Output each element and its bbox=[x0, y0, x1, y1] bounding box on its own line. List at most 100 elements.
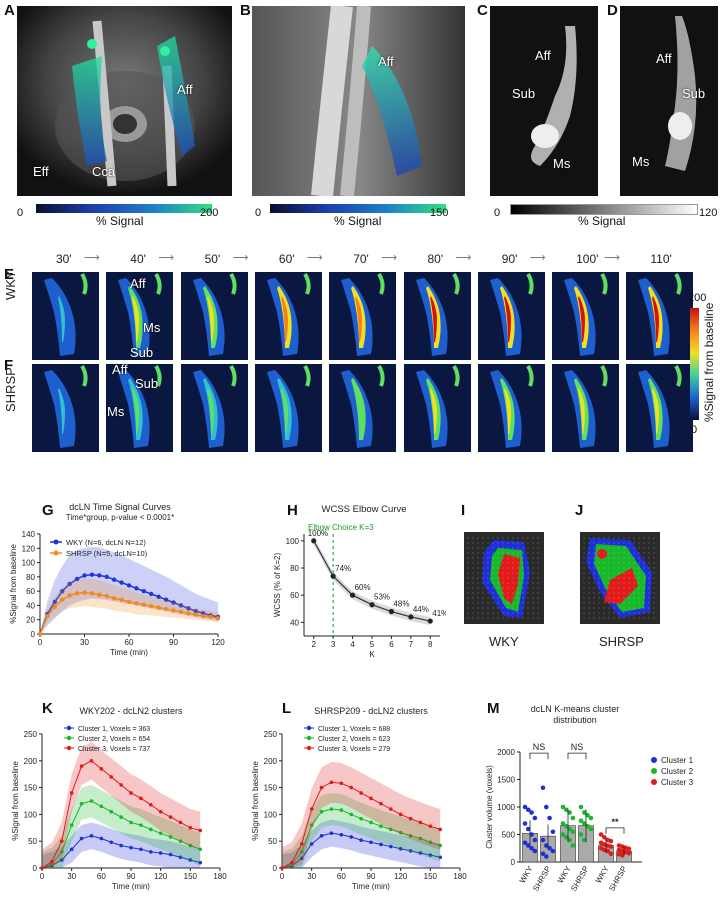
scatter-point bbox=[578, 804, 584, 810]
data-point bbox=[188, 826, 193, 830]
label-aff-c: Aff bbox=[535, 48, 551, 63]
voxel-dot bbox=[643, 617, 645, 619]
voxel-dot bbox=[603, 537, 605, 539]
voxel-dot bbox=[527, 602, 529, 604]
scatter-point bbox=[582, 810, 587, 815]
data-point bbox=[359, 791, 363, 795]
data-point bbox=[60, 588, 65, 594]
voxel-dot bbox=[472, 602, 474, 604]
voxel-dot bbox=[517, 592, 519, 594]
voxel-dot bbox=[628, 597, 630, 599]
legend-label: Cluster 3, Voxels = 737 bbox=[78, 746, 150, 753]
voxel-dot bbox=[598, 562, 600, 564]
panel-letter-j: J bbox=[575, 502, 584, 519]
data-point bbox=[359, 838, 363, 842]
data-point bbox=[37, 631, 43, 637]
data-point bbox=[126, 583, 132, 588]
y-tick-label: 2000 bbox=[497, 748, 515, 757]
voxel-dot bbox=[517, 562, 519, 564]
scatter-point bbox=[532, 848, 538, 854]
voxel-dot bbox=[638, 582, 640, 584]
point-label: 74% bbox=[335, 564, 351, 573]
time-label: 70' bbox=[353, 252, 369, 266]
thumbnail-shrsp bbox=[254, 364, 322, 452]
thumbnail-shrsp bbox=[552, 364, 620, 452]
data-point bbox=[198, 860, 203, 865]
voxel-dot bbox=[593, 537, 595, 539]
series-band bbox=[42, 784, 201, 868]
voxel-dot bbox=[502, 587, 504, 589]
voxel-dot bbox=[628, 572, 630, 574]
colorbar-ef-title: %Signal from baseline bbox=[702, 302, 716, 422]
voxel-dot bbox=[482, 617, 484, 619]
voxel-dot bbox=[608, 587, 610, 589]
voxel-dot bbox=[613, 592, 615, 594]
voxel-dot bbox=[598, 602, 600, 604]
lymph-node-core bbox=[206, 388, 214, 434]
voxel-dot bbox=[472, 552, 474, 554]
thumbnail-shrsp bbox=[403, 364, 471, 452]
voxel-dot bbox=[482, 607, 484, 609]
voxel-dot bbox=[593, 562, 595, 564]
chart-g: 0 30 60 90 120 0 20 40 60 80 100 120 140 Time (min) %S… bbox=[9, 502, 225, 657]
voxel-dot bbox=[512, 587, 514, 589]
data-point bbox=[200, 613, 206, 619]
panel-a-image: Aff Eff Cca bbox=[17, 6, 232, 196]
afferent-vessel bbox=[451, 364, 460, 387]
voxel-dot bbox=[583, 602, 585, 604]
voxel-dot bbox=[623, 557, 625, 559]
voxel-dot bbox=[492, 607, 494, 609]
voxel-dot bbox=[487, 597, 489, 599]
category-label: SHRSP bbox=[569, 865, 591, 893]
voxel-dot bbox=[628, 617, 630, 619]
data-point bbox=[339, 781, 344, 786]
voxel-dot bbox=[467, 617, 469, 619]
data-point bbox=[379, 824, 383, 828]
voxel-dot bbox=[477, 617, 479, 619]
voxel-dot bbox=[588, 612, 590, 614]
voxel-dot bbox=[507, 547, 509, 549]
label-aff-f: Aff bbox=[112, 362, 128, 377]
voxel-dot bbox=[633, 537, 635, 539]
colorbar-a-title: % Signal bbox=[96, 214, 144, 228]
data-point bbox=[388, 827, 393, 832]
thumbnail-shrsp bbox=[32, 364, 99, 452]
voxel-dot bbox=[497, 557, 499, 559]
voxel-dot bbox=[467, 582, 469, 584]
row-label-wky: WKY bbox=[3, 270, 18, 300]
voxel-dot bbox=[537, 552, 539, 554]
voxel-dot bbox=[618, 612, 620, 614]
voxel-dot bbox=[648, 602, 650, 604]
voxel-dot bbox=[648, 612, 650, 614]
voxel-dot bbox=[502, 602, 504, 604]
voxel-dot bbox=[522, 602, 524, 604]
thumbnail-shrsp bbox=[180, 364, 248, 452]
voxel-dot bbox=[588, 597, 590, 599]
voxel-dot bbox=[618, 572, 620, 574]
panel-letter-b: B bbox=[240, 2, 251, 19]
voxel-dot bbox=[593, 547, 595, 549]
category-label: WKY bbox=[556, 864, 573, 885]
afferent-vessel bbox=[303, 364, 311, 387]
data-point bbox=[163, 597, 169, 602]
data-point bbox=[79, 836, 84, 841]
y-tick-label: 0 bbox=[33, 864, 38, 873]
data-point bbox=[156, 594, 161, 600]
voxel-dot bbox=[633, 597, 635, 599]
voxel-dot bbox=[477, 537, 479, 539]
afferent-vessel bbox=[377, 272, 385, 295]
voxel-dot bbox=[522, 572, 524, 574]
voxel-dot bbox=[532, 562, 534, 564]
colorbar-a-min: 0 bbox=[17, 207, 24, 219]
scatter-point bbox=[567, 810, 572, 815]
voxel-dot bbox=[593, 552, 595, 554]
voxel-dot bbox=[648, 537, 650, 539]
voxel-dot bbox=[512, 617, 514, 619]
voxel-dot bbox=[527, 587, 529, 589]
y-tick-label: 50 bbox=[268, 837, 277, 846]
lymph-node-outer bbox=[192, 278, 225, 356]
x-tick-label: 3 bbox=[331, 640, 336, 649]
lymph-node-outer bbox=[638, 370, 670, 448]
data-point bbox=[69, 847, 74, 852]
voxel-dot bbox=[653, 562, 655, 564]
